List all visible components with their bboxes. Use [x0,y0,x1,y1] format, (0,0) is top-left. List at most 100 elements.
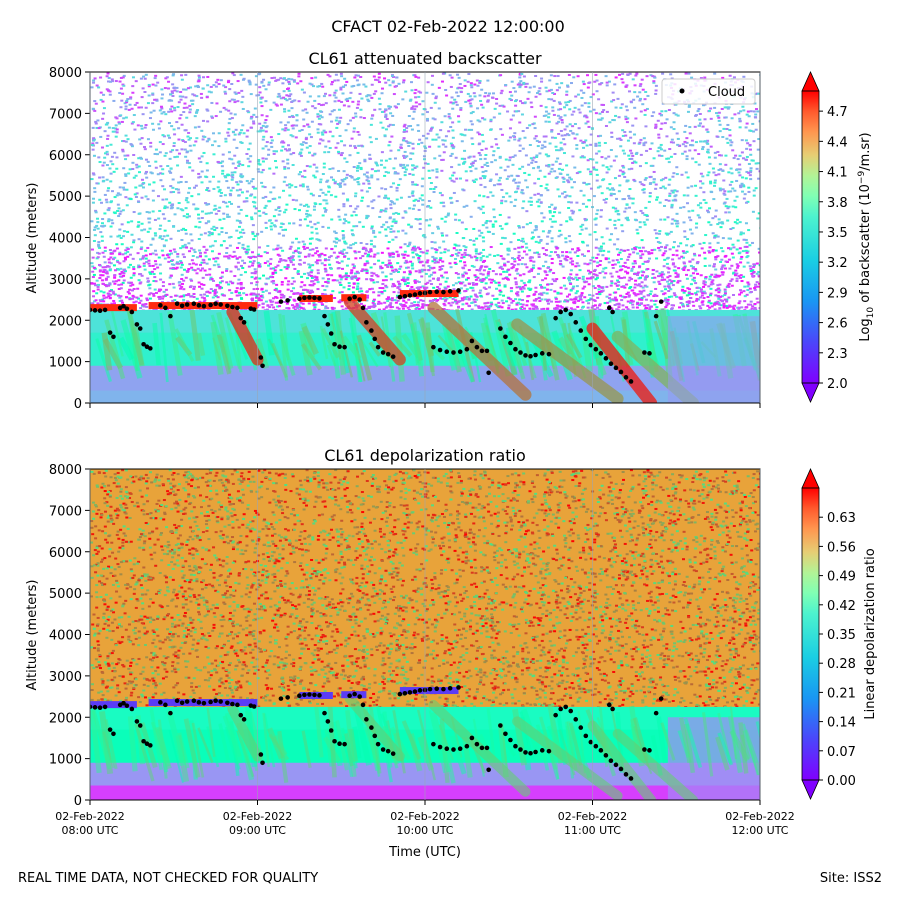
depolarization-colorbar-min-extend [801,779,820,800]
cloud-base-point [563,307,568,313]
cloud-base-point [533,749,538,755]
cloud-base-point [184,699,190,704]
cloud-base-point [380,350,386,355]
cloud-base-point [558,706,563,712]
cloud-base-point [141,738,146,744]
cloud-base-point [658,696,664,701]
cloud-base-point [528,353,533,359]
depolarization-colorbar-label: Linear depolarization ratio [863,548,878,719]
cloud-base-point [573,320,579,325]
cloud-base-point [578,725,584,730]
cloud-base-point [610,706,615,712]
cloud-base-point [174,301,180,307]
colorbar-tick-label: 2.9 [827,286,848,301]
cloud-base-point [568,311,574,317]
colorbar-tick-label: 0.63 [827,511,856,526]
y-tick-label: 0 [74,397,82,412]
cloud-base-point [553,315,558,321]
cloud-base-point [225,700,230,706]
cloud-base-point [437,347,443,353]
cloud-base-point [474,741,480,747]
depolarization-heatmap [90,469,760,800]
backscatter-colorbar-min-extend [801,382,820,403]
x-tick-label-time: 08:00 UTC [61,824,118,837]
backscatter-title: CL61 attenuated backscatter [308,49,542,68]
cloud-base-point [357,297,362,302]
cloud-base-point [364,717,369,722]
cloud-base-point [92,705,98,710]
cloud-base-point [285,695,290,700]
cloud-base-point [484,745,490,751]
cloud-base-point [469,735,475,741]
cloud-base-point [647,351,652,356]
cloud-base-point [479,348,485,354]
cloud-base-point [102,704,108,710]
cloud-base-point [134,719,140,724]
cloud-base-point [158,700,163,705]
cloud-base-point [238,712,244,718]
y-tick-label: 1000 [49,356,82,371]
cloud-base-point [503,334,508,340]
y-tick-label: 4000 [49,629,82,644]
cloud-base-point [372,733,378,739]
cloud-base-point [417,688,423,693]
cloud-base-point [434,289,440,295]
cloud-base-point [121,303,126,309]
cloud-base-point [225,303,230,309]
cloud-base-point [407,690,413,695]
cloud-base-point [451,350,456,355]
cloud-base-point [464,346,470,352]
cloud-base-point [546,351,552,357]
backscatter-colorbar-label: Log10 of backscatter (10−9/m.sr) [857,132,876,341]
cloud-base-point [129,309,135,315]
cloud-base-point [90,307,93,313]
cloud-base-point [457,349,463,354]
cloud-base-point [107,330,113,335]
cloud-base-point [539,748,545,753]
cloud-base-point [653,710,659,716]
x-tick-label-date: 02-Feb-2022 [55,810,124,823]
cloud-base-point [90,704,93,710]
cloud-base-point [369,328,374,333]
cloud-base-point [508,340,513,346]
cloud-base-point [347,693,352,699]
colorbar-tick-label: 4.7 [827,105,848,120]
cloud-base-point [427,289,433,295]
cloud-base-point [258,752,264,757]
cloud-base-point [317,693,322,698]
colorbar-tick-label: 3.8 [827,196,848,211]
cloud-base-point [447,288,453,294]
cloud-base-point [412,292,418,297]
cloud-base-point [241,320,247,325]
cloud-base-point [278,696,284,701]
y-tick-label: 6000 [49,149,82,164]
cloud-base-point [593,346,599,352]
cloud-base-point [431,741,436,747]
y-tick-label: 8000 [49,463,82,478]
backscatter-colorbar-max-extend [801,71,820,92]
cloud-base-point [610,309,615,315]
depolarization-panel: CL61 depolarization ratio 0 1000 2000 3000 4… [25,446,878,860]
depolarization-colorbar-max-extend [801,468,820,489]
cloud-base-point [479,745,485,751]
colorbar-tick-label: 0.14 [827,716,856,731]
cloud-base-point [588,342,594,348]
cloud-base-point [613,365,619,371]
y-tick-label: 4000 [49,232,82,247]
cloud-base-point [528,750,533,756]
colorbar-tick-label: 0.21 [827,686,856,701]
cloud-base-point [184,302,190,307]
cloud-base-point [369,725,374,730]
cloud-base-point [218,699,223,704]
cloud-base-point [484,348,490,354]
cloud-base-point [539,351,545,356]
cloud-base-point [513,346,518,352]
depolarization-colorbar: 0.00 0.07 0.14 0.21 0.28 0.35 0.42 0.49 0.56 0.63… [801,468,878,800]
cloud-base-point [583,336,589,342]
depolarization-xlabel: Time (UTC) [388,845,461,860]
cloud-base-point [553,712,558,718]
backscatter-colorbar: 2.0 2.3 2.6 2.9 3.2 3.5 3.8 4.1 4.4 4.7 Log10 of … [801,71,876,403]
colorbar-tick-label: 3.2 [827,256,848,271]
cloud-base-point [498,326,503,331]
cloud-base-point [148,743,153,748]
